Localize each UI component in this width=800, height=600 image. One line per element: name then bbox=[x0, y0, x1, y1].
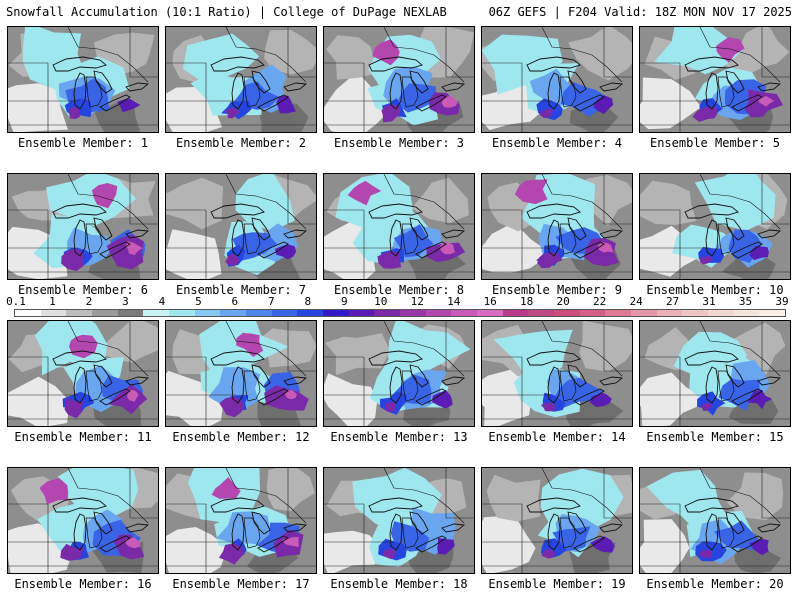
ensemble-member-label: Ensemble Member: 15 bbox=[636, 430, 794, 444]
colorbar-swatch bbox=[41, 310, 67, 316]
colorbar-swatch bbox=[554, 310, 580, 316]
ensemble-map-17 bbox=[165, 467, 317, 574]
colorbar-swatch bbox=[503, 310, 529, 316]
ensemble-map-3 bbox=[323, 26, 475, 133]
ensemble-member-label: Ensemble Member: 19 bbox=[478, 577, 636, 591]
ensemble-map-7 bbox=[165, 173, 317, 280]
ensemble-map-2 bbox=[165, 26, 317, 133]
ensemble-map-19 bbox=[481, 467, 633, 574]
ensemble-member-label: Ensemble Member: 1 bbox=[4, 136, 162, 150]
ensemble-map-8 bbox=[323, 173, 475, 280]
ensemble-map-11 bbox=[7, 320, 159, 427]
colorbar-swatch bbox=[631, 310, 657, 316]
ensemble-member-label: Ensemble Member: 12 bbox=[162, 430, 320, 444]
ensemble-member-label: Ensemble Member: 2 bbox=[162, 136, 320, 150]
ensemble-member-label: Ensemble Member: 17 bbox=[162, 577, 320, 591]
colorbar-swatch bbox=[580, 310, 606, 316]
ensemble-map-9 bbox=[481, 173, 633, 280]
snowfall-colorbar bbox=[14, 309, 786, 317]
colorbar-swatch bbox=[400, 310, 426, 316]
colorbar-swatch bbox=[682, 310, 708, 316]
colorbar-swatch bbox=[143, 310, 169, 316]
ensemble-member-label: Ensemble Member: 13 bbox=[320, 430, 478, 444]
colorbar-swatch bbox=[15, 310, 41, 316]
ensemble-member-label: Ensemble Member: 8 bbox=[320, 283, 478, 297]
ensemble-map-5 bbox=[639, 26, 791, 133]
ensemble-map-12 bbox=[165, 320, 317, 427]
colorbar-swatch bbox=[759, 310, 785, 316]
ensemble-member-label: Ensemble Member: 20 bbox=[636, 577, 794, 591]
ensemble-map-15 bbox=[639, 320, 791, 427]
colorbar-swatch bbox=[272, 310, 298, 316]
colorbar-swatch bbox=[323, 310, 349, 316]
colorbar-swatch bbox=[118, 310, 144, 316]
ensemble-map-10 bbox=[639, 173, 791, 280]
ensemble-member-label: Ensemble Member: 18 bbox=[320, 577, 478, 591]
ensemble-map-18 bbox=[323, 467, 475, 574]
ensemble-map-14 bbox=[481, 320, 633, 427]
colorbar-swatch bbox=[374, 310, 400, 316]
colorbar-swatch bbox=[477, 310, 503, 316]
colorbar-tick-labels: 0.1 1 2 3 4 5 6 7 8 9 10 12 14 16 18 20 22 24 27 31 35 39 bbox=[14, 295, 786, 309]
ensemble-map-6 bbox=[7, 173, 159, 280]
ensemble-member-label: Ensemble Member: 7 bbox=[162, 283, 320, 297]
ensemble-map-16 bbox=[7, 467, 159, 574]
ensemble-member-label: Ensemble Member: 9 bbox=[478, 283, 636, 297]
ensemble-member-label: Ensemble Member: 3 bbox=[320, 136, 478, 150]
map-title: Snowfall Accumulation (10:1 Ratio) | Col… bbox=[6, 5, 447, 19]
colorbar-swatch bbox=[734, 310, 760, 316]
ensemble-map-20 bbox=[639, 467, 791, 574]
ensemble-member-label: Ensemble Member: 10 bbox=[636, 283, 794, 297]
colorbar-swatch bbox=[708, 310, 734, 316]
ensemble-member-label: Ensemble Member: 11 bbox=[4, 430, 162, 444]
model-run-info: 06Z GEFS | F204 Valid: 18Z MON NOV 17 20… bbox=[489, 5, 792, 19]
colorbar-swatch bbox=[195, 310, 221, 316]
colorbar-swatch bbox=[657, 310, 683, 316]
colorbar-swatch bbox=[605, 310, 631, 316]
colorbar-swatch bbox=[92, 310, 118, 316]
ensemble-map-1 bbox=[7, 26, 159, 133]
ensemble-member-label: Ensemble Member: 4 bbox=[478, 136, 636, 150]
colorbar-swatch bbox=[297, 310, 323, 316]
ensemble-member-label: Ensemble Member: 14 bbox=[478, 430, 636, 444]
ensemble-member-label: Ensemble Member: 5 bbox=[636, 136, 794, 150]
colorbar-swatch bbox=[220, 310, 246, 316]
ensemble-map-13 bbox=[323, 320, 475, 427]
ensemble-member-label: Ensemble Member: 16 bbox=[4, 577, 162, 591]
colorbar-swatch bbox=[528, 310, 554, 316]
colorbar-swatch bbox=[169, 310, 195, 316]
colorbar-swatch bbox=[451, 310, 477, 316]
colorbar-swatch bbox=[66, 310, 92, 316]
ensemble-member-label: Ensemble Member: 6 bbox=[4, 283, 162, 297]
colorbar-swatch bbox=[426, 310, 452, 316]
ensemble-map-4 bbox=[481, 26, 633, 133]
colorbar-swatch bbox=[349, 310, 375, 316]
colorbar-swatch bbox=[246, 310, 272, 316]
